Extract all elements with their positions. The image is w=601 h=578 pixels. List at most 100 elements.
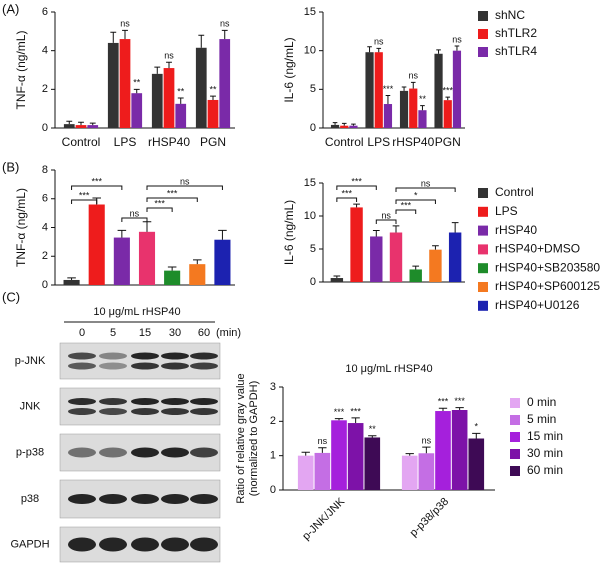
blot-title: 10 μg/mL rHSP40 <box>93 306 180 318</box>
error-bar <box>89 122 96 126</box>
comparison-label: *** <box>351 176 362 186</box>
y-tick-label: 10 <box>304 210 316 222</box>
bar <box>330 278 344 282</box>
blot-band <box>190 537 218 552</box>
bar <box>151 73 163 128</box>
bar <box>175 103 187 128</box>
blot-band <box>190 398 218 405</box>
x-tick-label: p-p38/p38 <box>408 496 452 540</box>
y-axis-label: TNF-α (ng/mL) <box>14 31 28 110</box>
significance-label: ns <box>120 19 130 29</box>
y-tick-label: 6 <box>42 193 48 205</box>
error-bar <box>334 418 344 421</box>
bar <box>131 93 143 128</box>
significance-label: *** <box>438 397 449 407</box>
bar <box>119 39 131 128</box>
bar <box>331 420 347 490</box>
error-bar <box>177 97 184 104</box>
blot-band <box>68 398 96 405</box>
x-tick-label: LPS <box>114 135 137 149</box>
blot-strip <box>59 342 221 380</box>
blot-band <box>68 352 96 360</box>
error-bar <box>472 432 481 439</box>
significance-label: * <box>475 422 479 432</box>
legend-label: LPS <box>495 204 518 218</box>
significance-label: *** <box>383 84 394 94</box>
blot-row-label: p38 <box>21 493 39 505</box>
y-axis-label: (normalized to GAPDH) <box>248 381 260 497</box>
bar <box>374 52 383 128</box>
bar <box>429 249 442 282</box>
error-bar <box>412 265 420 270</box>
significance-label: *** <box>442 85 453 95</box>
error-bar <box>451 222 459 233</box>
comparison-bracket <box>395 209 417 214</box>
error-bar <box>221 29 228 40</box>
lane-label: 60 <box>198 327 210 339</box>
chart-title: 10 μg/mL rHSP40 <box>345 363 432 375</box>
bar <box>340 125 349 128</box>
legend-swatch <box>478 47 488 57</box>
bar <box>63 124 75 128</box>
legend-swatch <box>510 398 520 408</box>
legend-swatch <box>510 449 520 459</box>
legend-label: 60 min <box>527 463 563 477</box>
error-bar <box>436 49 441 54</box>
y-tick-label: 6 <box>42 6 48 18</box>
y-tick-label: 8 <box>42 164 48 176</box>
error-bar <box>218 229 227 240</box>
legend-swatch <box>478 206 488 217</box>
blot-band <box>161 352 189 360</box>
error-bar <box>333 275 341 279</box>
x-tick-label: rHSP40 <box>148 135 190 149</box>
y-tick-label: 0 <box>42 122 48 134</box>
significance-label: ns <box>318 436 328 446</box>
y-tick-label: 0 <box>270 484 276 496</box>
significance-label: ** <box>133 78 141 88</box>
error-bar <box>438 407 448 412</box>
bar <box>451 410 468 490</box>
y-tick-label: 0 <box>310 276 316 288</box>
error-bar <box>367 46 372 53</box>
legend-label: rHSP40+SB203580 <box>495 260 600 274</box>
blot-band <box>131 494 159 504</box>
error-bar <box>351 123 356 126</box>
legend-swatch <box>510 466 520 476</box>
error-bar <box>301 451 310 456</box>
panel-label: (A) <box>2 1 19 16</box>
error-bar <box>198 34 205 48</box>
comparison-bracket <box>395 187 456 192</box>
legend-swatch <box>478 11 488 21</box>
y-tick-label: 4 <box>42 45 48 57</box>
significance-label: ** <box>177 86 185 96</box>
blot-band <box>99 537 127 552</box>
y-tick-label: 2 <box>42 83 48 95</box>
y-tick-label: 15 <box>304 6 316 18</box>
significance-label: ** <box>419 94 427 104</box>
significance-label: ** <box>209 84 217 94</box>
comparison-label: *** <box>167 188 178 198</box>
blot-band <box>161 447 189 458</box>
error-bar <box>133 88 140 94</box>
error-bar <box>385 95 391 105</box>
y-tick-label: 5 <box>310 243 316 255</box>
blot-band <box>99 447 127 458</box>
legend-label: 30 min <box>527 446 563 460</box>
legend-swatch <box>510 432 520 442</box>
comparison-bracket <box>395 199 436 204</box>
blot-band <box>99 494 127 504</box>
blot-band <box>68 494 96 504</box>
lane-label: 30 <box>169 327 181 339</box>
x-tick-label: p-JNK/JNK <box>300 495 347 542</box>
blot-band <box>99 408 127 415</box>
error-bar <box>455 407 464 411</box>
blot-band <box>190 447 218 458</box>
comparison-label: ns <box>421 178 431 188</box>
comparison-bracket <box>121 217 148 222</box>
lane-unit: (min) <box>216 327 241 339</box>
bar <box>452 50 462 128</box>
error-bar <box>392 225 400 233</box>
error-bar <box>67 277 76 280</box>
significance-label: *** <box>334 407 345 417</box>
legend-label: rHSP40 <box>495 223 537 237</box>
